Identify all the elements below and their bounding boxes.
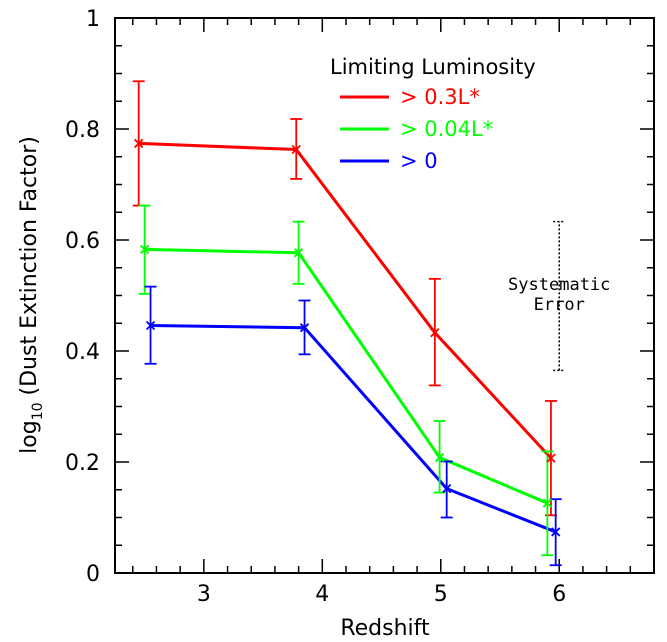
data-point: [542, 498, 553, 508]
series-line: [150, 323, 557, 534]
data-point: [434, 452, 445, 463]
series-line: [138, 141, 553, 460]
legend-label: > 0.04L*: [400, 117, 493, 141]
y-axis-title-rest: (Dust Extinction Factor): [17, 136, 42, 402]
x-tick-label: 4: [315, 582, 329, 607]
y-axis-title-main: log: [17, 420, 42, 454]
plot-frame: [114, 17, 655, 574]
series-lines: [138, 141, 557, 534]
annotation-text: Error: [534, 295, 585, 315]
data-point: [430, 328, 440, 338]
y-tick-label: 0: [86, 562, 100, 587]
y-tick-label: 1: [86, 7, 100, 32]
y-tick-label: 0.4: [65, 340, 100, 365]
data-point: [551, 527, 561, 537]
data-point: [145, 320, 156, 331]
data-point: [546, 453, 556, 463]
y-axis-title-subscript: 10: [30, 402, 46, 420]
data-point: [139, 244, 150, 255]
data-points: [134, 138, 561, 537]
x-axis-title: Redshift: [340, 616, 430, 641]
legend-label: > 0: [400, 149, 438, 173]
x-tick-label: 6: [552, 582, 566, 607]
legend-title: Limiting Luminosity: [330, 55, 536, 79]
data-point: [293, 248, 304, 258]
data-point: [291, 144, 301, 155]
y-tick-labels: 0 0.2 0.4 0.6 0.8 1: [65, 7, 100, 587]
x-tick-labels: 3 4 5 6: [197, 582, 566, 607]
data-point: [134, 138, 144, 149]
legend: > 0.3L* > 0.04L* > 0: [340, 85, 493, 173]
annotation-text: Systematic: [508, 275, 610, 295]
data-point: [299, 323, 310, 333]
x-tick-label: 5: [434, 582, 448, 607]
y-tick-label: 0.8: [65, 118, 100, 143]
x-tick-label: 3: [197, 582, 211, 607]
series-line: [144, 247, 548, 505]
legend-label: > 0.3L*: [400, 85, 480, 109]
y-axis-title: log10 (Dust Extinction Factor): [17, 136, 46, 454]
y-tick-label: 0.6: [65, 229, 100, 254]
y-tick-label: 0.2: [65, 451, 100, 476]
data-point: [442, 484, 452, 494]
